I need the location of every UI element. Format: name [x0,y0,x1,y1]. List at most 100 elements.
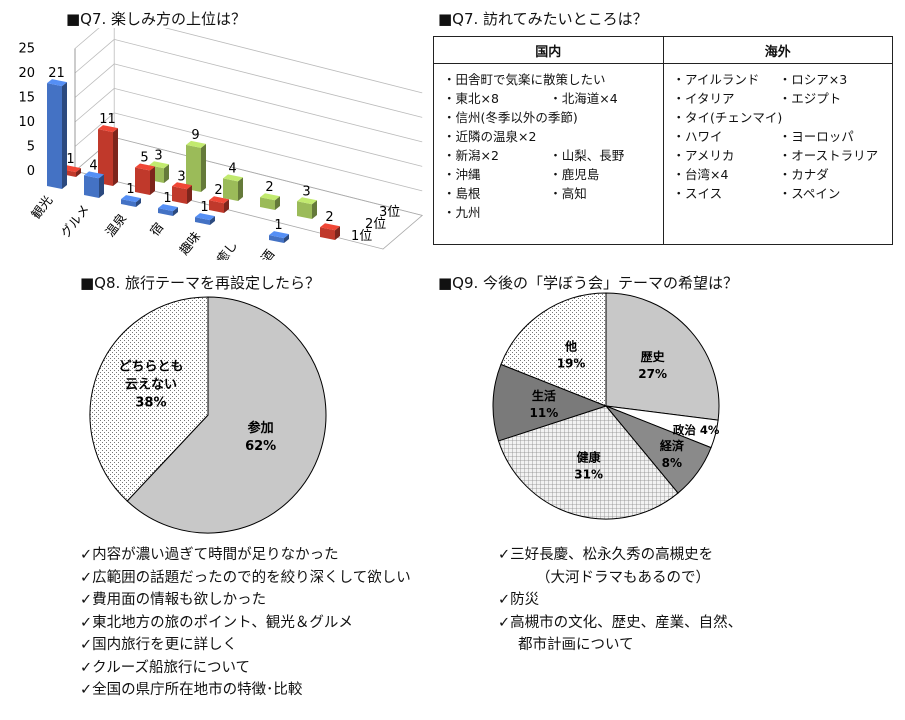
data-label: 2 [325,210,333,225]
bar-top [209,196,229,204]
y-tick-label: 5 [27,140,35,155]
bar-side [113,128,118,186]
category-label: 癒し [213,238,240,260]
list-item: ・オーストラリア [778,148,879,163]
category-label: 温泉 [102,210,130,239]
bar-top [98,125,118,133]
list-item: ・高知 [549,186,587,201]
comment-item: ✓高槻市の文化、歴史、産業、自然、 [498,614,743,631]
pie-label: 健康 [577,450,602,465]
bar-side [173,207,178,216]
data-label: 11 [99,112,116,127]
bar [172,182,192,204]
bar [195,213,215,225]
data-label: 3 [177,169,185,184]
list-item: ・九州 [443,205,481,220]
list-item: ・信州(冬季以外の季節) [443,110,578,125]
list-item: ・イタリア [672,91,735,106]
list-item: ・台湾×4 [672,167,729,182]
bar-side [99,174,104,198]
q9-slices [492,292,720,520]
data-label: 2 [214,183,222,198]
q8-title: ■Q8. 旅行テーマを再設定したら？ [80,274,321,292]
data-label: 21 [48,66,65,81]
category-label: 酒 [258,247,278,260]
data-label: 3 [154,148,162,163]
y-tick-label: 15 [18,91,35,106]
pie-slice [492,363,608,442]
bar-front [121,199,136,207]
q8-comments: ✓内容が濃い過ぎて時間が足りなかった ✓広範囲の話題だったので的を絞り深くして欲… [80,544,411,702]
data-label: 2 [265,180,273,195]
comment-item: ✓広範囲の話題だったので的を絞り深くして欲しい [80,569,411,586]
bar-top [84,171,104,179]
pie-pct: 62% [245,439,276,454]
comment-item: 都市計画について [518,637,634,653]
pie-label: 他 [564,339,577,354]
pie-label: 云えない [125,377,177,392]
bar-front [223,178,238,201]
bar-side [62,82,67,189]
bar-top [223,174,243,182]
data-label: 1 [126,182,134,197]
pie-slice [605,292,720,421]
data-label: 5 [140,151,148,166]
q8-slices [89,296,327,534]
bar [47,79,67,189]
q9-comments: ✓三好長慶、松永久秀の高槻史を （大河ドラマもあるので） ✓防災 ✓高槻市の文化… [498,544,742,657]
bar-front [269,235,284,243]
y-tick-label: 20 [18,66,35,81]
comment-item: ✓全国の県庁所在地市の特徴･比較 [80,682,303,698]
list-item: ・ヨーロッパ [778,129,854,144]
data-label: 1 [274,218,282,233]
list-item: ・タイ(チェンマイ) [672,110,783,125]
pie-pct: 38% [135,395,166,410]
gridline-back [114,112,423,192]
bar-top [135,163,155,171]
bar-side [335,226,340,240]
data-label: 1 [66,152,74,167]
bar-front [186,144,201,192]
series-label: 2位 [365,217,386,232]
bar-side [201,143,206,192]
pie-slice [126,296,327,534]
list-item: ・ハワイ [672,129,723,144]
bar [297,197,317,219]
gridline-side [74,63,115,98]
bar [209,196,229,213]
list-item: ・山梨、長野 [549,148,625,163]
q7-bars [47,79,340,243]
bar-side [275,196,280,210]
bar-top [320,223,340,231]
bar-top [195,213,215,221]
bar-top [158,204,178,212]
bar-front [84,175,99,198]
y-tick-label: 10 [18,115,35,130]
bar [158,204,178,216]
y-tick-label: 25 [18,42,35,57]
bar-front [297,201,312,219]
bar [223,174,243,201]
overseas-header: 海外 [662,36,893,64]
comment-item: ✓防災 [498,592,540,608]
pie-label: 歴史 [641,349,666,364]
domestic-list: ・田舎町で気楽に散策したい ・東北×8 ・北海道×4 ・信州(冬季以外の季節) … [435,65,662,221]
bar-top [297,197,317,205]
pie-pct: 19% [557,357,586,371]
category-label: グルメ [57,202,92,241]
domestic-header: 国内 [433,36,664,64]
series-label: 1位 [351,229,372,244]
pie-slice [89,296,209,502]
data-label: 1 [200,200,208,215]
list-item: ・近隣の温泉×2 [443,129,537,144]
pie-pct: 31% [574,468,603,482]
data-label: 3 [302,184,310,199]
data-label: 9 [191,128,199,143]
category-label: イベント [272,256,315,260]
category-label: 趣味 [176,228,204,257]
gridline-back [114,88,423,167]
gridline-side [74,39,115,74]
category-label: 観光 [28,193,55,222]
